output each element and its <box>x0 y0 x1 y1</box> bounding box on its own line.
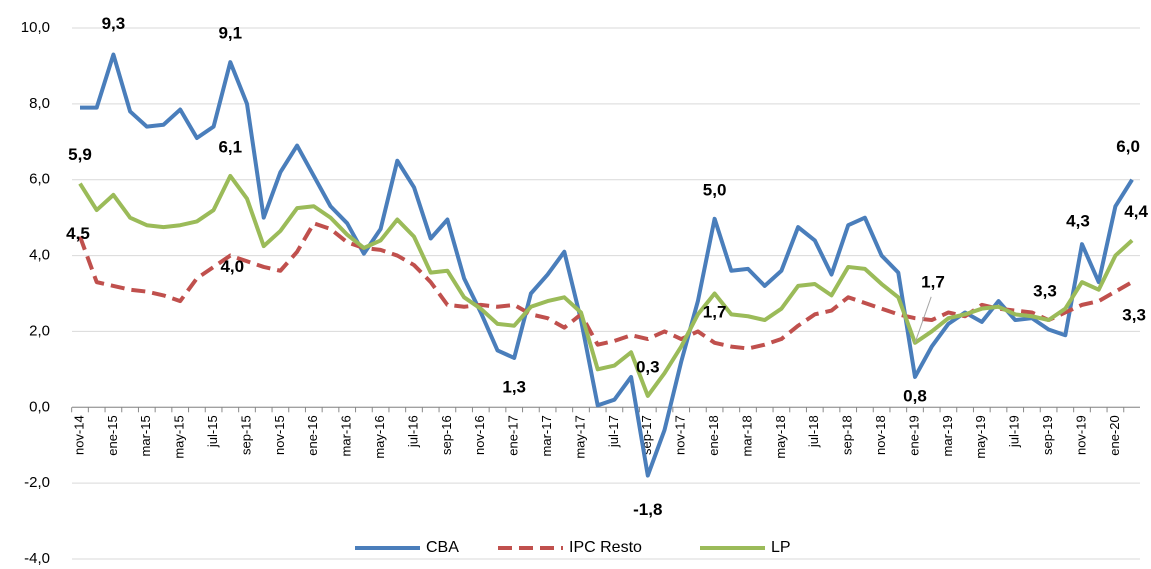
value-label: 9,3 <box>102 14 126 33</box>
x-tick-label: mar-18 <box>739 415 754 456</box>
x-tick-label: jul-18 <box>806 415 821 448</box>
value-label: 4,5 <box>66 224 90 243</box>
y-tick-label: 0,0 <box>29 398 50 415</box>
x-tick-label: sep-19 <box>1040 415 1055 455</box>
x-tick-label: jul-17 <box>606 415 621 448</box>
x-tick-label: jul-16 <box>405 415 420 448</box>
series-line <box>78 173 1134 398</box>
y-tick-label: -2,0 <box>24 474 50 491</box>
x-tick-label: may-17 <box>572 415 587 458</box>
x-tick-label: ene-20 <box>1107 415 1122 455</box>
legend-label: IPC Resto <box>569 539 642 556</box>
value-label: 3,3 <box>1033 282 1057 301</box>
x-tick-label: ene-16 <box>305 415 320 455</box>
y-tick-label: 4,0 <box>29 247 50 264</box>
value-label: -1,8 <box>633 500 662 519</box>
value-label: 1,7 <box>921 272 945 291</box>
legend-label: CBA <box>426 539 459 556</box>
value-label: 3,3 <box>1122 306 1146 325</box>
x-tick-label: sep-18 <box>840 415 855 455</box>
x-tick-label: may-15 <box>172 415 187 458</box>
series-line <box>78 221 1134 351</box>
legend-label: LP <box>771 539 791 556</box>
x-tick-label: ene-18 <box>706 415 721 455</box>
value-label: 1,3 <box>502 377 526 396</box>
x-tick-label: jul-19 <box>1007 415 1022 448</box>
value-label: 6,0 <box>1116 137 1140 156</box>
x-tick-label: may-19 <box>973 415 988 458</box>
legend-item: CBA <box>355 539 459 556</box>
value-label: 0,3 <box>636 357 660 376</box>
x-tick-label: mar-17 <box>539 415 554 456</box>
value-label: 0,8 <box>903 386 927 405</box>
x-tick-label: sep-15 <box>238 415 253 455</box>
value-label: 4,3 <box>1066 212 1090 231</box>
legend-item: LP <box>700 539 791 556</box>
x-tick-label: nov-15 <box>272 415 287 455</box>
y-tick-label: 2,0 <box>29 322 50 339</box>
value-label: 4,4 <box>1124 202 1148 221</box>
x-tick-label: nov-18 <box>873 415 888 455</box>
x-tick-label: nov-19 <box>1073 415 1088 455</box>
x-tick-label: nov-17 <box>673 415 688 455</box>
y-tick-label: 6,0 <box>29 171 50 188</box>
value-label: 9,1 <box>218 24 242 43</box>
value-label: 6,1 <box>218 137 242 156</box>
x-tick-label: nov-14 <box>71 415 86 455</box>
x-tick-label: may-16 <box>372 415 387 458</box>
y-tick-label: 10,0 <box>21 19 50 36</box>
value-label: 5,0 <box>703 180 727 199</box>
x-tick-label: mar-16 <box>339 415 354 456</box>
x-tick-label: mar-19 <box>940 415 955 456</box>
value-label: 5,9 <box>68 145 92 164</box>
x-tick-label: may-18 <box>773 415 788 458</box>
x-tick-label: ene-15 <box>105 415 120 455</box>
y-tick-label: -4,0 <box>24 550 50 567</box>
y-tick-label: 8,0 <box>29 95 50 112</box>
value-label: 4,0 <box>220 257 244 276</box>
x-tick-label: jul-15 <box>205 415 220 448</box>
leader-line <box>914 296 932 343</box>
x-tick-label: ene-17 <box>506 415 521 455</box>
legend-item: IPC Resto <box>498 539 642 556</box>
x-tick-label: mar-15 <box>138 415 153 456</box>
x-tick-label: sep-16 <box>439 415 454 455</box>
x-tick-label: ene-19 <box>906 415 921 455</box>
value-label: 1,7 <box>703 302 727 321</box>
x-tick-label: nov-16 <box>472 415 487 455</box>
